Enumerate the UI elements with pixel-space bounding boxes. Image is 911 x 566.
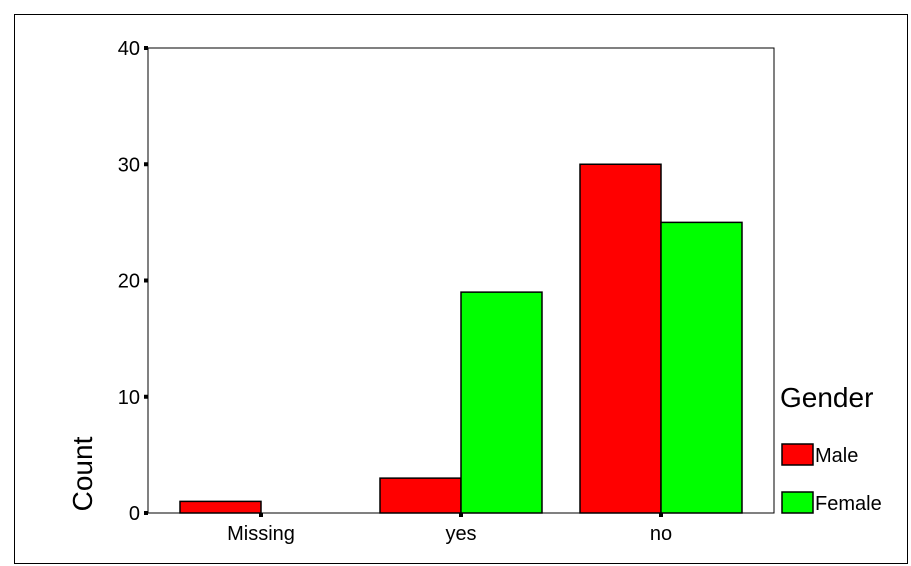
bar-male-yes — [379, 477, 462, 514]
legend-swatch-male — [781, 443, 814, 466]
bar-female-yes — [460, 291, 543, 514]
y-tick-label: 30 — [118, 154, 140, 176]
x-tick-mark — [259, 513, 263, 517]
legend-swatch-female — [781, 491, 814, 514]
bar-female-no — [660, 221, 743, 514]
legend-label-female: Female — [815, 493, 882, 515]
legend-title: Gender — [780, 382, 873, 413]
legend-label-male: Male — [815, 445, 858, 467]
x-tick-label: yes — [445, 523, 476, 545]
y-tick-label: 0 — [129, 503, 140, 525]
x-tick-mark — [659, 513, 663, 517]
y-tick-mark — [144, 46, 148, 50]
y-tick-label: 20 — [118, 271, 140, 293]
bar-male-missing — [179, 500, 262, 514]
y-axis: 0 10 20 30 40 — [118, 38, 148, 525]
y-tick-mark — [144, 511, 148, 515]
x-tick-label: no — [650, 523, 672, 545]
y-tick-mark — [144, 278, 148, 283]
y-tick-mark — [144, 394, 148, 399]
x-tick-mark — [459, 513, 463, 517]
bars-layer — [179, 163, 743, 514]
y-axis-label: Count — [67, 436, 98, 511]
y-tick-label: 10 — [118, 387, 140, 409]
x-tick-label: Missing — [227, 523, 295, 545]
legend: Gender Male Female — [780, 382, 882, 515]
y-tick-label: 40 — [118, 38, 140, 60]
y-tick-mark — [144, 162, 148, 167]
bar-male-no — [579, 163, 662, 514]
x-axis: Missing yes no — [227, 513, 672, 545]
